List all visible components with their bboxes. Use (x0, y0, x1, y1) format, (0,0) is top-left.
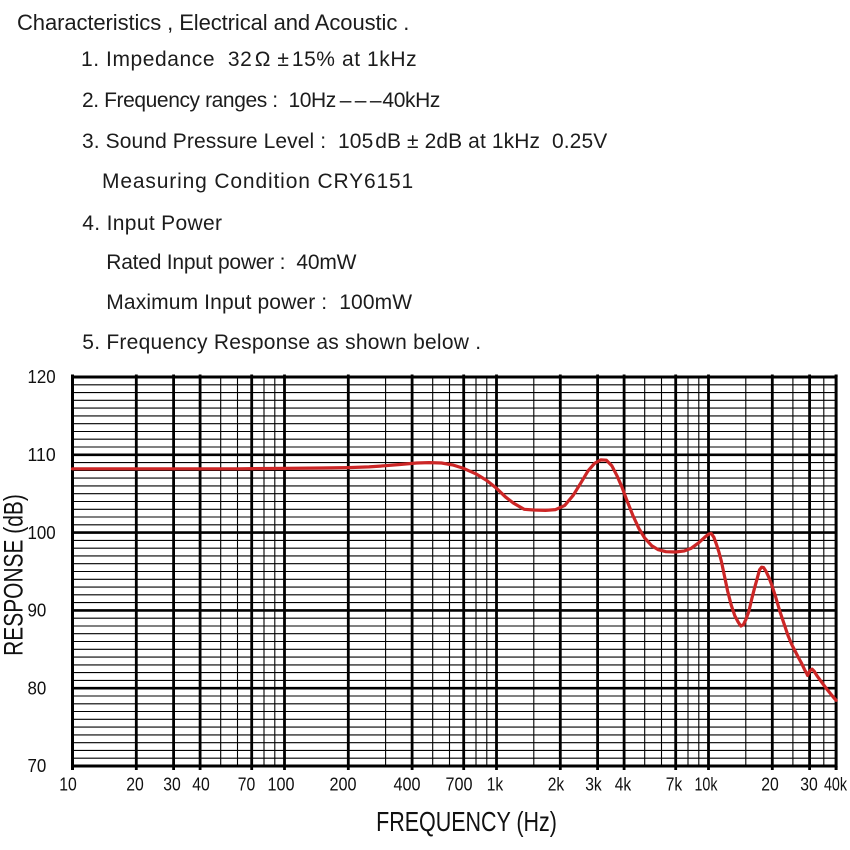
svg-text:7k: 7k (666, 774, 683, 795)
svg-text:3k: 3k (585, 774, 602, 795)
svg-text:20: 20 (761, 774, 779, 795)
svg-text:10: 10 (59, 774, 77, 795)
svg-text:10k: 10k (695, 774, 719, 795)
svg-text:RESPONSE (dB): RESPONSE (dB) (0, 494, 29, 656)
svg-text:120: 120 (28, 366, 56, 387)
svg-text:80: 80 (28, 677, 47, 698)
svg-text:70: 70 (238, 774, 256, 795)
svg-text:30: 30 (800, 774, 818, 795)
svg-text:700: 700 (446, 774, 473, 795)
svg-text:100: 100 (268, 774, 295, 795)
svg-text:30: 30 (163, 774, 181, 795)
svg-text:1k: 1k (487, 774, 504, 795)
svg-text:400: 400 (394, 774, 421, 795)
svg-text:20: 20 (126, 774, 144, 795)
svg-text:70: 70 (28, 755, 47, 776)
svg-text:110: 110 (28, 444, 56, 465)
svg-text:90: 90 (28, 600, 47, 621)
svg-text:4k: 4k (615, 774, 632, 795)
svg-text:2k: 2k (548, 774, 565, 795)
svg-text:40: 40 (192, 774, 210, 795)
svg-text:100: 100 (28, 522, 56, 543)
svg-text:40k: 40k (824, 774, 848, 795)
svg-text:200: 200 (330, 774, 357, 795)
svg-text:FREQUENCY (Hz): FREQUENCY (Hz) (376, 808, 557, 838)
